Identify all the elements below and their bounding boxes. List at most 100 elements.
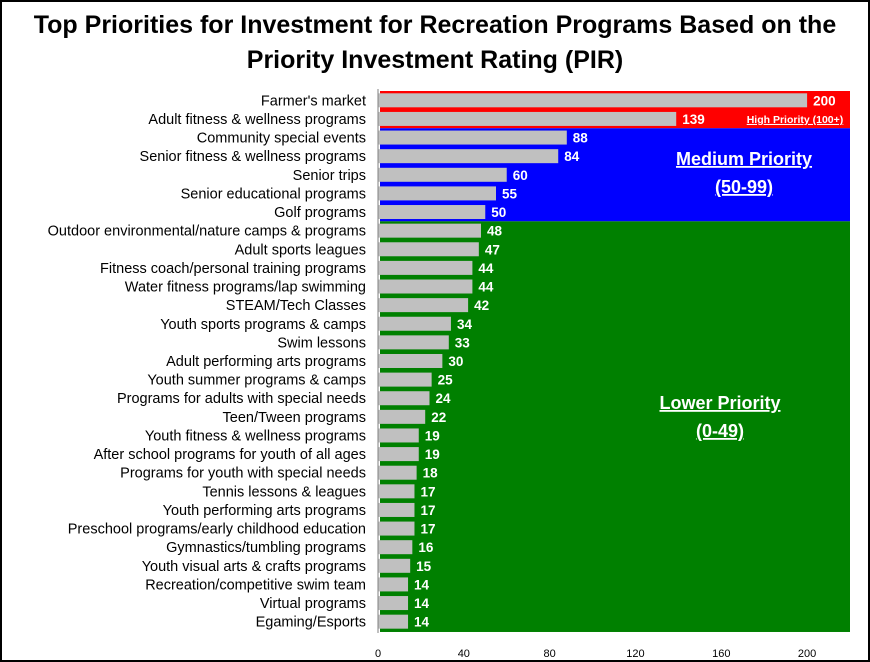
value-label-9: 47 — [485, 242, 500, 257]
value-label-29: 14 — [414, 615, 430, 630]
bar-3 — [378, 130, 567, 145]
category-label-7: Golf programs — [274, 205, 366, 221]
bar-19 — [378, 428, 419, 443]
chart-title: Top Priorities for Investment for Recrea… — [2, 8, 868, 78]
value-label-24: 17 — [420, 522, 435, 537]
value-label-16: 25 — [438, 373, 454, 388]
bar-25 — [378, 540, 413, 555]
bar-16 — [378, 372, 432, 387]
category-label-13: Youth sports programs & camps — [160, 317, 366, 333]
value-label-27: 14 — [414, 577, 430, 592]
value-label-12: 42 — [474, 298, 489, 313]
value-label-28: 14 — [414, 596, 430, 611]
bar-29 — [378, 614, 409, 629]
value-label-4: 84 — [564, 149, 580, 164]
bar-7 — [378, 205, 486, 220]
category-label-25: Gymnastics/tumbling programs — [166, 540, 366, 556]
bar-23 — [378, 502, 415, 517]
x-tick-label-6: 200 — [798, 648, 816, 660]
value-label-8: 48 — [487, 224, 503, 239]
category-label-9: Adult sports leagues — [235, 242, 366, 258]
category-label-28: Virtual programs — [260, 596, 366, 612]
category-label-21: Programs for youth with special needs — [120, 466, 366, 482]
x-tick-label-3: 80 — [544, 648, 556, 660]
chart-title-line-1: Top Priorities for Investment for Recrea… — [33, 11, 837, 39]
category-label-20: After school programs for youth of all a… — [94, 447, 366, 463]
bar-18 — [378, 409, 426, 424]
bar-12 — [378, 298, 469, 313]
value-label-23: 17 — [420, 503, 435, 518]
bar-8 — [378, 223, 481, 238]
category-label-12: STEAM/Tech Classes — [226, 298, 366, 314]
category-label-26: Youth visual arts & crafts programs — [142, 559, 366, 575]
bar-14 — [378, 335, 449, 350]
bar-6 — [378, 186, 496, 201]
lower-priority-range: (0-49) — [696, 421, 744, 441]
bar-11 — [378, 279, 473, 294]
bar-9 — [378, 242, 479, 257]
medium-priority-label: Medium Priority — [676, 149, 812, 169]
value-label-5: 60 — [513, 168, 528, 183]
value-label-26: 15 — [416, 559, 432, 574]
bar-26 — [378, 558, 411, 573]
category-label-8: Outdoor environmental/nature camps & pro… — [48, 224, 366, 240]
value-label-2: 139 — [682, 112, 705, 127]
bar-10 — [378, 260, 473, 275]
lower-priority-label: Lower Priority — [659, 393, 780, 413]
bar-15 — [378, 353, 443, 368]
chart-title-line-2: Priority Investment Rating (PIR) — [246, 46, 624, 74]
value-label-11: 44 — [478, 280, 494, 295]
bar-17 — [378, 391, 430, 406]
value-label-3: 88 — [573, 131, 589, 146]
value-label-13: 34 — [457, 317, 473, 332]
value-label-19: 19 — [425, 428, 440, 443]
x-tick-label-1: 0 — [375, 648, 381, 660]
bar-1 — [378, 93, 808, 108]
category-label-11: Water fitness programs/lap swimming — [125, 280, 366, 296]
category-label-4: Senior fitness & wellness programs — [140, 149, 366, 165]
category-label-10: Fitness coach/personal training programs — [100, 261, 366, 277]
x-tick-label-4: 120 — [626, 648, 644, 660]
bar-22 — [378, 484, 415, 499]
category-label-18: Teen/Tween programs — [223, 410, 366, 426]
value-label-14: 33 — [455, 335, 471, 350]
value-label-15: 30 — [448, 354, 463, 369]
value-label-17: 24 — [435, 391, 451, 406]
value-label-18: 22 — [431, 410, 446, 425]
category-label-5: Senior trips — [293, 168, 366, 184]
category-label-27: Recreation/competitive swim team — [145, 577, 366, 593]
bar-5 — [378, 167, 507, 182]
value-label-6: 55 — [502, 186, 518, 201]
category-label-3: Community special events — [197, 131, 366, 147]
category-label-2: Adult fitness & wellness programs — [148, 112, 366, 128]
category-label-23: Youth performing arts programs — [163, 503, 366, 519]
value-label-10: 44 — [478, 261, 494, 276]
x-tick-label-2: 40 — [458, 648, 470, 660]
bar-4 — [378, 149, 559, 164]
high-priority-label: High Priority (100+) — [747, 114, 844, 126]
bar-21 — [378, 465, 417, 480]
value-label-7: 50 — [491, 205, 506, 220]
category-label-29: Egaming/Esports — [256, 615, 366, 631]
bar-13 — [378, 316, 451, 331]
bar-24 — [378, 521, 415, 536]
x-tick-label-5: 160 — [712, 648, 730, 660]
bar-27 — [378, 577, 409, 592]
bar-28 — [378, 596, 409, 611]
category-label-24: Preschool programs/early childhood educa… — [68, 522, 366, 538]
category-label-6: Senior educational programs — [181, 186, 366, 202]
category-label-22: Tennis lessons & leagues — [202, 484, 366, 500]
value-label-21: 18 — [423, 466, 439, 481]
value-label-25: 16 — [418, 540, 434, 555]
category-label-16: Youth summer programs & camps — [147, 373, 366, 389]
medium-priority-range: (50-99) — [715, 177, 773, 197]
value-label-1: 200 — [813, 93, 836, 108]
category-label-1: Farmer's market — [261, 93, 366, 109]
category-label-17: Programs for adults with special needs — [117, 391, 366, 407]
category-label-19: Youth fitness & wellness programs — [145, 428, 366, 444]
category-label-15: Adult performing arts programs — [166, 354, 366, 370]
category-label-14: Swim lessons — [277, 335, 366, 351]
value-label-22: 17 — [420, 484, 435, 499]
